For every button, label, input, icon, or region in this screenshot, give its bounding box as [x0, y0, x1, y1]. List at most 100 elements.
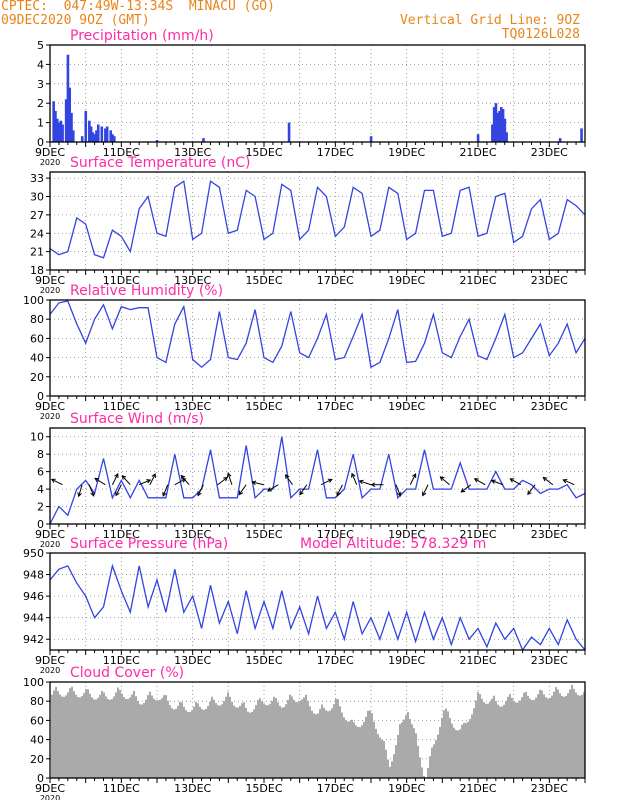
cloud-column — [253, 709, 255, 778]
precip-xtick-label: 23DEC — [531, 146, 568, 159]
wind-arrow — [395, 484, 401, 497]
cloud-column — [473, 708, 475, 778]
precip-bar — [64, 99, 68, 142]
wind-arrowhead — [509, 478, 515, 483]
wind-arrow — [299, 484, 308, 495]
cloud-column — [551, 695, 553, 778]
wind-series-line — [49, 436, 586, 525]
cloud-column — [387, 759, 389, 778]
wind-arrow — [121, 475, 131, 486]
cloud-column — [453, 727, 455, 778]
cloud-column — [327, 711, 329, 778]
cloud-column — [171, 708, 173, 778]
model-altitude: Model Altitude: 578.329 m — [300, 536, 486, 552]
cloud-column — [449, 718, 451, 778]
cloud-column — [513, 700, 515, 778]
cloud-column — [147, 695, 149, 778]
wind-arrow — [180, 475, 190, 486]
precip-ytick-label: 4 — [37, 58, 44, 71]
cloud-xtick-label: 9DEC — [35, 782, 65, 795]
wind-arrowhead — [527, 490, 532, 496]
rh-panel: 0 20 40 60 80 100 9DEC 11DEC 13DEC 15DEC 17DEC 19DE… — [23, 283, 586, 421]
cloud-column — [105, 696, 107, 778]
precip-bar — [476, 134, 480, 142]
cloud-column — [187, 711, 189, 778]
cloud-column — [101, 690, 103, 778]
cloud-column — [229, 696, 231, 778]
cloud-column — [503, 704, 505, 778]
wind-arrowhead — [90, 491, 95, 497]
cloud-column — [207, 705, 209, 778]
cloud-column — [317, 713, 319, 778]
cloud-column — [577, 695, 579, 778]
rh-year-label: 2020 — [40, 412, 60, 421]
cloud-column — [565, 695, 567, 778]
cloud-column — [67, 692, 69, 778]
cloud-ytick-label: 100 — [23, 676, 44, 689]
cloud-column — [305, 694, 307, 778]
precip-xtick-label: 21DEC — [459, 146, 496, 159]
cloud-column — [547, 698, 549, 778]
press-xtick-label: 15DEC — [245, 654, 282, 667]
cloud-column — [395, 745, 397, 778]
cloud-column — [497, 704, 499, 778]
cloud-column — [543, 694, 545, 778]
cloud-column — [151, 695, 153, 778]
cloud-column — [185, 710, 187, 778]
rh-ytick-label: 60 — [30, 332, 44, 345]
cloud-column — [399, 724, 401, 778]
rh-xtick-label: 17DEC — [317, 400, 354, 413]
cloud-column — [405, 715, 407, 778]
precip-bar — [501, 109, 505, 142]
temp-series-line — [49, 180, 586, 259]
cloud-column — [361, 725, 363, 778]
cloud-xtick-label: 15DEC — [245, 782, 282, 795]
precip-ytick-label: 2 — [37, 97, 44, 110]
cloud-column — [461, 724, 463, 778]
cloud-column — [467, 721, 469, 778]
cloud-column — [193, 706, 195, 778]
cloud-column — [371, 713, 373, 778]
wind-arrow — [474, 478, 486, 486]
cloud-column — [201, 709, 203, 778]
precip-year-label: 2020 — [40, 158, 60, 167]
precip-bar — [71, 130, 75, 142]
cloud-column — [235, 707, 237, 778]
wind-arrow — [527, 484, 536, 495]
cloud-column — [75, 694, 77, 778]
cloud-column — [173, 709, 175, 778]
cloud-column — [145, 699, 147, 778]
cloud-column — [115, 692, 117, 778]
cloud-column — [487, 703, 489, 778]
rh-xtick-label: 19DEC — [388, 400, 425, 413]
wind-ytick-label: 10 — [30, 431, 44, 444]
wind-year-label: 2020 — [40, 540, 60, 549]
cloud-column — [281, 707, 283, 778]
cloud-column — [373, 721, 375, 778]
cloud-column — [365, 716, 367, 778]
cloud-column — [223, 701, 225, 778]
cloud-column — [383, 740, 385, 778]
rh-xtick-label: 21DEC — [459, 400, 496, 413]
wind-arrowhead — [542, 476, 548, 482]
cloud-column — [427, 767, 429, 778]
cloud-column — [401, 722, 403, 778]
wind-arrow — [138, 479, 151, 486]
wind-arrow — [88, 484, 95, 497]
precip-xtick-label: 9DEC — [35, 146, 65, 159]
cloud-column — [123, 697, 125, 778]
cloud-column — [515, 702, 517, 778]
cloud-column — [341, 712, 343, 778]
cloud-column — [107, 699, 109, 778]
cloud-column — [451, 723, 453, 778]
cloud-column — [477, 692, 479, 778]
cloud-column — [379, 737, 381, 778]
cloud-column — [505, 701, 507, 778]
wind-arrow — [51, 478, 63, 486]
precip-bar — [66, 54, 70, 143]
wind-xtick-label: 23DEC — [531, 528, 568, 541]
cloud-column — [181, 702, 183, 778]
wind-arrow — [336, 484, 343, 496]
press-xtick-label: 11DEC — [103, 654, 140, 667]
